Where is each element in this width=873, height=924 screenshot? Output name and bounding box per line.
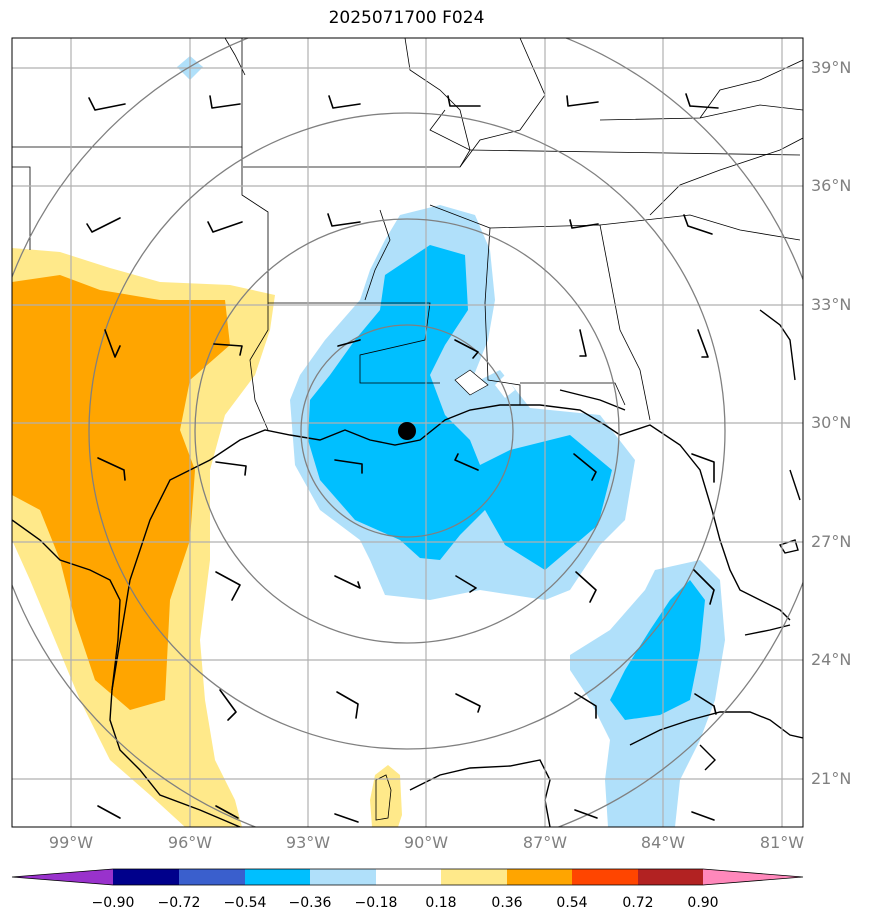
map-title: 2025071700 F024 bbox=[328, 8, 485, 28]
lat-label-39n: 39°N bbox=[811, 58, 852, 77]
wind-barbs bbox=[86, 93, 719, 823]
lat-label-27n: 27°N bbox=[811, 532, 852, 551]
negative-anomaly-dark-south bbox=[610, 580, 705, 720]
lat-label-36n: 36°N bbox=[811, 176, 852, 195]
lat-label-21n: 21°N bbox=[811, 769, 852, 788]
positive-anomaly-dark bbox=[12, 275, 230, 710]
lon-label-93w: 93°W bbox=[285, 833, 331, 852]
positive-anomaly-small bbox=[370, 765, 402, 827]
colorbar-label: −0.72 bbox=[157, 895, 201, 911]
lon-label-84w: 84°W bbox=[640, 833, 686, 852]
storm-center-marker bbox=[398, 422, 416, 440]
white-hole bbox=[454, 369, 489, 396]
lon-label-81w: 81°W bbox=[759, 833, 805, 852]
map-frame bbox=[11, 37, 804, 828]
colorbar-label: 0.90 bbox=[687, 895, 719, 911]
lon-label-99w: 99°W bbox=[48, 833, 94, 852]
colorbar-label: −0.90 bbox=[91, 895, 135, 911]
colorbar-label: −0.54 bbox=[223, 895, 267, 911]
colorbar-label: 0.18 bbox=[425, 895, 457, 911]
colorbar-label: 0.54 bbox=[556, 895, 588, 911]
negative-anomaly-dark bbox=[308, 245, 612, 570]
colorbar-label: −0.18 bbox=[354, 895, 398, 911]
lat-label-24n: 24°N bbox=[811, 650, 852, 669]
colorbar bbox=[11, 868, 804, 886]
colorbar-label: 0.72 bbox=[622, 895, 654, 911]
lat-label-30n: 30°N bbox=[811, 413, 852, 432]
lon-label-90w: 90°W bbox=[403, 833, 449, 852]
colorbar-label: 0.36 bbox=[491, 895, 523, 911]
lat-label-33n: 33°N bbox=[811, 295, 852, 314]
lon-label-96w: 96°W bbox=[167, 833, 213, 852]
gridlines bbox=[12, 38, 803, 827]
range-rings bbox=[12, 38, 803, 827]
state-borders bbox=[12, 38, 803, 431]
colorbar-label: −0.36 bbox=[288, 895, 332, 911]
lon-label-87w: 87°W bbox=[522, 833, 568, 852]
